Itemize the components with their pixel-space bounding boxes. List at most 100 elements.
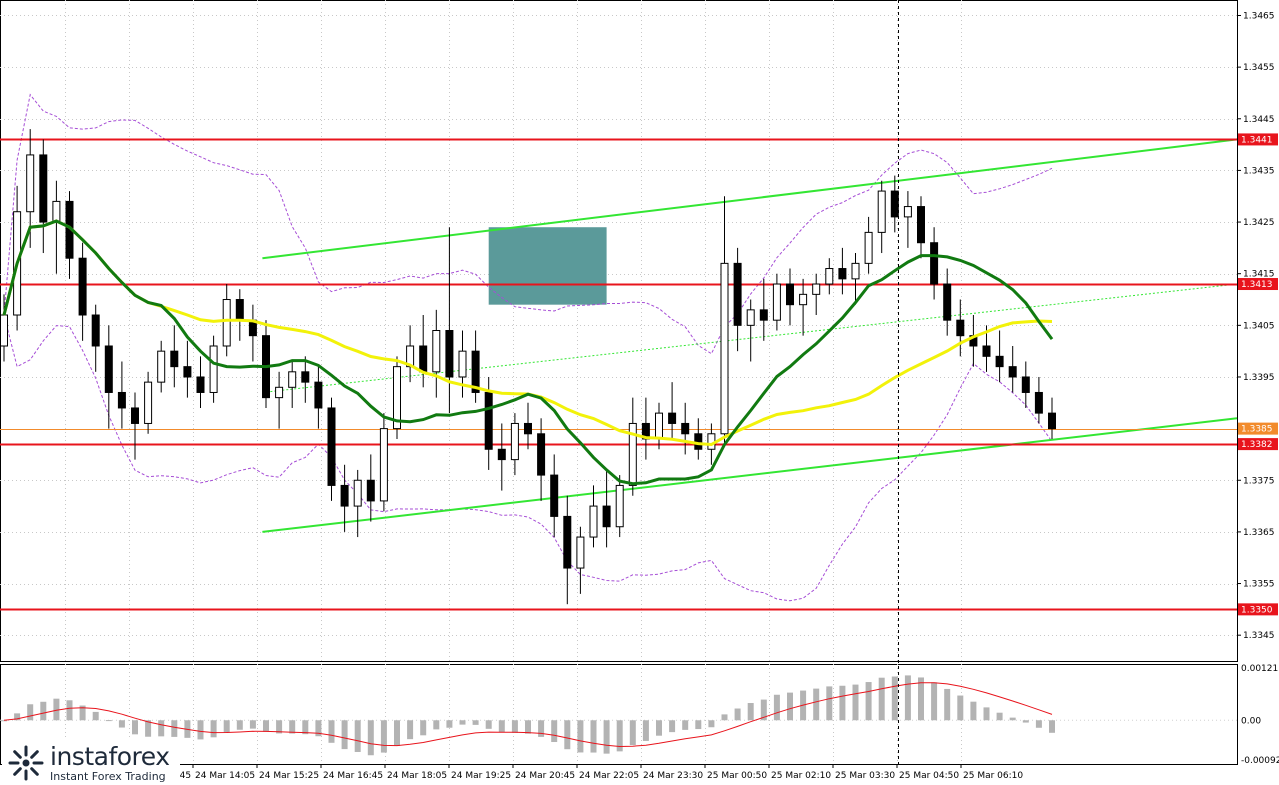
candle xyxy=(196,356,205,408)
price-tick-label: 1.3455 xyxy=(1243,63,1275,73)
candle xyxy=(628,397,637,496)
candle xyxy=(353,469,362,538)
time-tick-label: 24 Mar 22:05 xyxy=(579,771,639,781)
candle-body xyxy=(170,350,179,368)
level-badge-1.3350-text: 1.3350 xyxy=(1241,605,1273,615)
candle xyxy=(170,325,179,388)
price-tick-label: 1.3365 xyxy=(1243,528,1275,538)
macd-bar xyxy=(983,707,990,721)
candle xyxy=(366,454,375,522)
indicator-tick-label: -0.00092 xyxy=(1241,756,1279,766)
macd-bar xyxy=(40,701,47,721)
candle-body xyxy=(91,314,100,347)
candle xyxy=(510,413,519,476)
candle-body xyxy=(78,257,87,316)
current-price-badge xyxy=(1238,422,1278,435)
candle xyxy=(772,273,781,331)
macd-bar xyxy=(669,720,676,733)
candle xyxy=(78,242,87,341)
candle-body xyxy=(537,433,546,476)
macd-bar xyxy=(957,695,964,721)
macd-bar xyxy=(302,720,309,735)
candle xyxy=(275,371,284,429)
candle xyxy=(248,304,257,362)
candle-body xyxy=(379,428,388,502)
macd-bar xyxy=(551,720,558,743)
level-badge-1.3350 xyxy=(1238,603,1278,616)
candle-body xyxy=(235,299,244,321)
candle xyxy=(471,330,480,403)
candle-body xyxy=(746,309,755,326)
macd-bar xyxy=(354,720,361,752)
macd-bar xyxy=(1022,720,1029,723)
bollinger-bands xyxy=(3,93,1053,602)
price-axis: 1.34651.34551.34451.34351.34251.34151.34… xyxy=(1237,11,1279,766)
macd-bar xyxy=(14,713,21,721)
candle-body xyxy=(825,268,834,285)
macd-bar xyxy=(525,720,531,734)
candle-body xyxy=(550,474,559,517)
macd-bar xyxy=(878,677,885,721)
candle xyxy=(0,294,8,362)
macd-bar xyxy=(263,720,269,732)
candle xyxy=(537,418,546,501)
indicator-tick-label: 0.00 xyxy=(1241,716,1261,726)
macd-bar xyxy=(918,677,924,721)
macd-bar xyxy=(695,720,702,730)
time-tick-label: 24 Mar 23:30 xyxy=(643,771,703,781)
candle xyxy=(550,454,559,538)
candle-body xyxy=(851,262,860,280)
candle xyxy=(497,423,506,491)
candle xyxy=(183,340,192,398)
candle xyxy=(655,402,663,450)
candle xyxy=(301,356,310,403)
candle xyxy=(864,216,873,274)
candle-body xyxy=(314,381,323,409)
candle xyxy=(484,376,493,470)
candle xyxy=(445,227,454,414)
price-tick-label: 1.3415 xyxy=(1243,270,1275,280)
candle xyxy=(1021,361,1030,408)
macd-bar xyxy=(747,703,754,721)
macd-bar xyxy=(787,692,793,721)
macd-bar xyxy=(118,720,125,728)
macd-bar xyxy=(1035,720,1042,728)
candle xyxy=(930,227,939,300)
candle-body xyxy=(209,345,218,393)
candle-body xyxy=(1021,376,1030,393)
candle-body xyxy=(589,505,598,538)
candle xyxy=(131,392,139,460)
candle xyxy=(668,382,677,439)
candle xyxy=(393,356,401,439)
indicator-tick-label: 0.00121 xyxy=(1241,664,1278,674)
candle xyxy=(379,413,388,512)
candle xyxy=(524,402,532,450)
macd-bar xyxy=(394,720,400,746)
time-tick-label: 24 Mar 19:25 xyxy=(451,771,511,781)
brand-tagline: Instant Forex Trading xyxy=(50,769,166,783)
candle-body xyxy=(524,422,532,435)
candle xyxy=(52,180,61,274)
candle-body xyxy=(144,381,153,424)
candle xyxy=(890,175,899,233)
candle xyxy=(576,526,585,594)
candle-body xyxy=(956,319,965,337)
candle xyxy=(1034,376,1043,424)
price-tick-label: 1.3435 xyxy=(1243,166,1275,176)
candle-body xyxy=(1048,412,1056,430)
macd-bar xyxy=(236,720,243,730)
candle xyxy=(314,366,323,429)
macd-bar xyxy=(158,720,165,737)
macd-bar xyxy=(1049,720,1055,733)
macd-bar xyxy=(1,720,7,722)
macd-bar xyxy=(145,720,152,737)
brand-name: instaforex xyxy=(50,741,170,771)
macd-bar xyxy=(813,688,820,721)
macd-bar xyxy=(904,675,911,721)
candle xyxy=(563,495,572,605)
candle xyxy=(458,330,467,398)
price-tick-label: 1.3465 xyxy=(1243,11,1275,21)
macd-bar xyxy=(341,720,348,750)
bollinger-lower xyxy=(3,314,1053,602)
